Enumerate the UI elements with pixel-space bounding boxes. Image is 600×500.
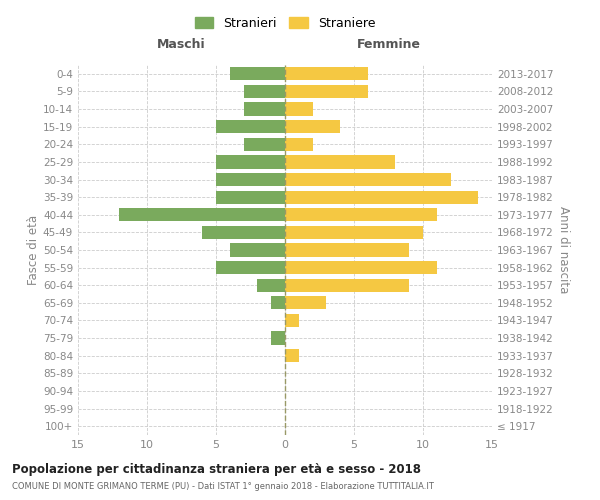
Y-axis label: Fasce di età: Fasce di età xyxy=(27,215,40,285)
Bar xyxy=(119,208,285,222)
Bar xyxy=(285,173,451,186)
Bar xyxy=(216,173,285,186)
Bar xyxy=(244,85,285,98)
Text: COMUNE DI MONTE GRIMANO TERME (PU) - Dati ISTAT 1° gennaio 2018 - Elaborazione T: COMUNE DI MONTE GRIMANO TERME (PU) - Dat… xyxy=(12,482,434,491)
Bar xyxy=(285,67,368,80)
Bar xyxy=(285,156,395,168)
Text: Popolazione per cittadinanza straniera per età e sesso - 2018: Popolazione per cittadinanza straniera p… xyxy=(12,462,421,475)
Bar xyxy=(285,120,340,134)
Bar xyxy=(285,261,437,274)
Bar xyxy=(216,120,285,134)
Bar xyxy=(285,314,299,327)
Bar xyxy=(230,244,285,256)
Bar xyxy=(285,85,368,98)
Bar xyxy=(244,138,285,151)
Bar xyxy=(285,190,478,204)
Y-axis label: Anni di nascita: Anni di nascita xyxy=(557,206,570,294)
Bar xyxy=(285,296,326,310)
Bar xyxy=(216,261,285,274)
Bar xyxy=(271,296,285,310)
Bar xyxy=(285,278,409,292)
Bar xyxy=(202,226,285,239)
Bar xyxy=(216,190,285,204)
Bar xyxy=(285,208,437,222)
Bar xyxy=(285,102,313,116)
Bar xyxy=(285,226,423,239)
Text: Maschi: Maschi xyxy=(157,38,206,51)
Bar xyxy=(271,332,285,344)
Bar xyxy=(285,349,299,362)
Bar xyxy=(244,102,285,116)
Legend: Stranieri, Straniere: Stranieri, Straniere xyxy=(190,12,380,35)
Text: Femmine: Femmine xyxy=(356,38,421,51)
Bar xyxy=(257,278,285,292)
Bar xyxy=(230,67,285,80)
Bar xyxy=(216,156,285,168)
Bar xyxy=(285,138,313,151)
Bar xyxy=(285,244,409,256)
